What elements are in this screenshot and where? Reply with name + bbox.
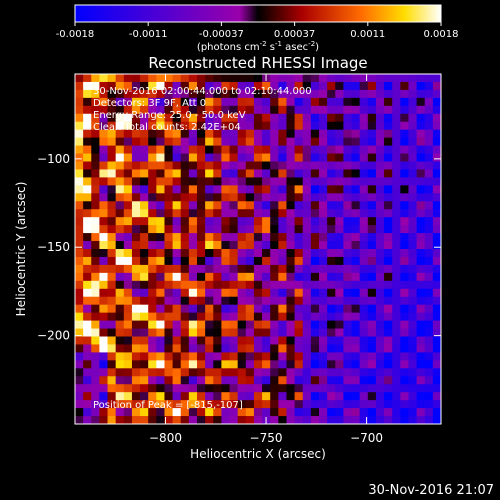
annotation-line: Clean Total counts: 2.42E+04 <box>93 122 241 133</box>
annotation-line: Detectors: 3F 9F, Att 0 <box>93 98 206 109</box>
y-tick-label: −200 <box>37 329 70 343</box>
plot-frame <box>74 73 442 425</box>
y-tick-label: −150 <box>37 240 70 254</box>
colorbar-tick-label: -0.00037 <box>199 29 244 40</box>
colorbar-tick-label: 0.0011 <box>350 29 385 40</box>
colorbar-tick-label: 0.0018 <box>424 29 459 40</box>
x-tick-label: −700 <box>350 431 383 445</box>
timestamp: 30-Nov-2016 21:07 <box>368 483 494 498</box>
y-tick-label: −100 <box>37 152 70 166</box>
colorbar-ticks: -0.0018 -0.0011 -0.00037 0.00037 0.0011 0.001… <box>56 22 459 40</box>
colorbar-tick-label: -0.0018 <box>56 29 95 40</box>
colorbar-units: (photons cm-2 s-1 asec-2) <box>197 40 319 53</box>
colorbar <box>74 4 442 23</box>
peak-label: Position of Peak = [-815,-107] <box>93 400 243 411</box>
heatmap-cells <box>75 74 441 424</box>
colorbar-tick-label: 0.00037 <box>274 29 315 40</box>
y-axis-title: Heliocentric Y (arcsec) <box>14 182 28 317</box>
chart-title: Reconstructed RHESSI Image <box>148 54 367 72</box>
x-tick-label: −750 <box>250 431 283 445</box>
x-axis-title: Heliocentric X (arcsec) <box>190 447 326 461</box>
annotations: 30-Nov-2016 02:00:44.000 to 02:10:44.000… <box>93 86 312 133</box>
axis-ticks: −800 −750 −700 −100 −150 −200 <box>37 74 441 445</box>
colorbar-tick-label: -0.0011 <box>129 29 168 40</box>
annotation-line: 30-Nov-2016 02:00:44.000 to 02:10:44.000 <box>93 86 312 97</box>
annotation-line: Energy Range: 25.0 - 50.0 keV <box>93 110 246 121</box>
x-tick-label: −800 <box>149 431 182 445</box>
